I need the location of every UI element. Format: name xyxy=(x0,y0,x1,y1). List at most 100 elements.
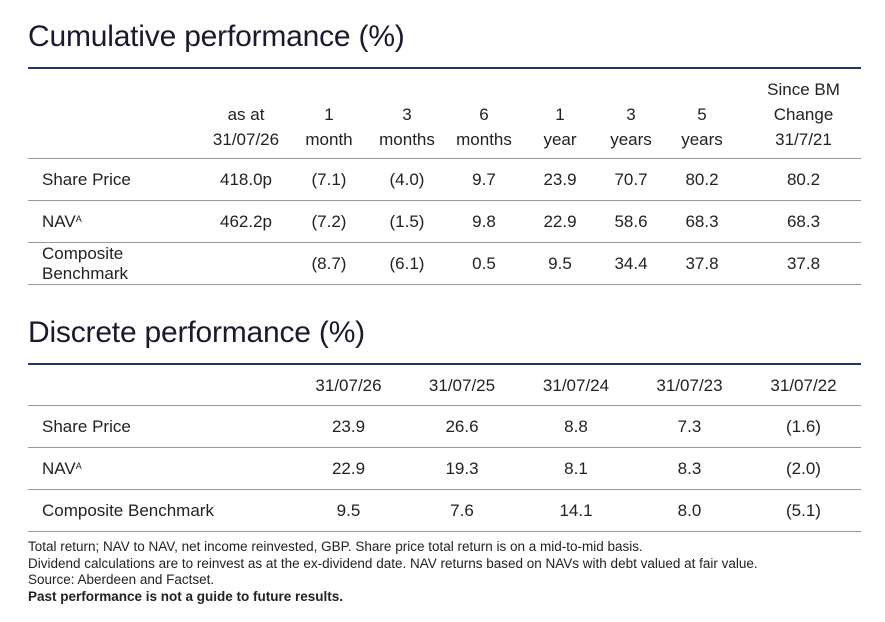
header-blank xyxy=(28,365,292,406)
table-row: Composite Benchmark 9.5 7.6 14.1 8.0 (5.1) xyxy=(28,489,861,532)
table-cell: 9.5 xyxy=(516,242,604,285)
table-cell: (7.2) xyxy=(296,200,362,243)
column-header: 31/07/24 xyxy=(542,375,610,395)
table-cell: 68.3 xyxy=(746,200,861,243)
table-cell: 80.2 xyxy=(658,158,746,201)
column-header-line: years xyxy=(681,130,723,149)
table-cell: 0.5 xyxy=(452,242,516,285)
table-row: Composite Benchmark (8.7) (6.1) 0.5 9.5 34.4 3… xyxy=(28,242,861,285)
cumulative-header-row: as at 31/07/26 1 month 3 months 6 months 1 year 3 y… xyxy=(28,73,861,159)
table-cell: 58.6 xyxy=(604,200,658,243)
footnote-disclaimer: Past performance is not a guide to futur… xyxy=(28,588,344,604)
table-cell: (4.0) xyxy=(362,158,452,201)
column-header-line: 1 xyxy=(555,105,565,124)
table-cell: (6.1) xyxy=(362,242,452,285)
header-blank xyxy=(28,73,196,159)
column-header-line: Since BM xyxy=(767,80,840,99)
table-cell: 34.4 xyxy=(604,242,658,285)
table-cell: 9.7 xyxy=(452,158,516,201)
row-label-text: Composite Benchmark xyxy=(42,500,214,520)
table-cell: 37.8 xyxy=(658,242,746,285)
column-header-line: years xyxy=(610,130,652,149)
row-label: Composite Benchmark xyxy=(28,242,196,285)
table-cell: (1.5) xyxy=(362,200,452,243)
column-header-line: as at xyxy=(227,105,265,124)
column-header-line: 1 xyxy=(324,105,334,124)
table-cell: 23.9 xyxy=(292,405,405,448)
discrete-header-row: 31/07/26 31/07/25 31/07/24 31/07/23 31/07/22 xyxy=(28,365,861,406)
table-cell: (7.1) xyxy=(296,158,362,201)
table-cell: 80.2 xyxy=(746,158,861,201)
footnote-marker: A xyxy=(75,460,82,471)
table-cell: 9.5 xyxy=(292,489,405,532)
row-label-text: NAV xyxy=(42,458,76,478)
table-cell: 26.6 xyxy=(405,405,519,448)
discrete-title: Discrete performance (%) xyxy=(28,316,365,349)
column-header-line: 31/7/21 xyxy=(775,130,832,149)
row-label-text: NAV xyxy=(42,211,76,231)
cumulative-title: Cumulative performance (%) xyxy=(28,20,405,53)
table-cell: 14.1 xyxy=(519,489,633,532)
table-cell: 68.3 xyxy=(658,200,746,243)
row-label-text: Share Price xyxy=(42,416,131,436)
footnote-marker: A xyxy=(75,213,82,224)
row-label: Share Price xyxy=(28,158,196,201)
table-row: Share Price 23.9 26.6 8.8 7.3 (1.6) xyxy=(28,405,861,448)
table-cell: 8.1 xyxy=(519,447,633,490)
column-header: 1 month xyxy=(296,73,362,159)
table-row: NAVA 22.9 19.3 8.1 8.3 (2.0) xyxy=(28,447,861,490)
table-cell: 8.8 xyxy=(519,405,633,448)
table-row: Share Price 418.0p (7.1) (4.0) 9.7 23.9 70.7 80… xyxy=(28,158,861,201)
row-label: Share Price xyxy=(28,405,292,448)
table-cell: 37.8 xyxy=(746,242,861,285)
column-header: 31/07/22 xyxy=(770,375,837,395)
table-cell: 70.7 xyxy=(604,158,658,201)
column-header: 6 months xyxy=(452,73,516,159)
column-header: 31/07/25 xyxy=(428,375,496,395)
row-label-text: Share Price xyxy=(42,169,131,189)
table-cell: 19.3 xyxy=(405,447,519,490)
footnote-source: Source: Aberdeen and Factset. xyxy=(28,572,215,587)
table-row: NAVA 462.2p (7.2) (1.5) 9.8 22.9 58.6 68.3 68.3 xyxy=(28,200,861,243)
table-cell: 8.0 xyxy=(633,489,746,532)
cumulative-table: as at 31/07/26 1 month 3 months 6 months 1 year 3 y… xyxy=(28,73,861,285)
column-header-line: months xyxy=(456,130,512,149)
column-header-line: Change xyxy=(773,105,834,124)
column-header-line: 6 xyxy=(479,105,489,124)
table-cell: 9.8 xyxy=(452,200,516,243)
table-cell: 23.9 xyxy=(516,158,604,201)
column-header-line: 3 xyxy=(402,105,412,124)
table-cell: 22.9 xyxy=(516,200,604,243)
table-cell: (8.7) xyxy=(296,242,362,285)
table-cell: 8.3 xyxy=(633,447,746,490)
cumulative-top-rule xyxy=(28,67,861,69)
row-label: NAVA xyxy=(28,200,196,243)
column-header-line: 31/07/26 xyxy=(212,130,280,149)
column-header-line: 3 xyxy=(626,105,636,124)
table-cell: (2.0) xyxy=(746,447,861,490)
column-header: Since BM Change 31/7/21 xyxy=(746,73,861,159)
table-cell: 418.0p xyxy=(196,158,296,201)
footnote-return-basis: Total return; NAV to NAV, net income rei… xyxy=(28,539,643,554)
column-header: 3 years xyxy=(604,73,658,159)
column-header: 1 year xyxy=(516,73,604,159)
table-cell xyxy=(196,242,296,285)
table-cell: (5.1) xyxy=(746,489,861,532)
footnote-dividend: Dividend calculations are to reinvest as… xyxy=(28,555,758,571)
discrete-table: 31/07/26 31/07/25 31/07/24 31/07/23 31/07/22… xyxy=(28,365,861,532)
row-label: NAVA xyxy=(28,447,292,490)
column-header-line: month xyxy=(305,130,353,149)
column-header: 3 months xyxy=(362,73,452,159)
table-cell: 7.3 xyxy=(633,405,746,448)
column-header: 5 years xyxy=(658,73,746,159)
column-header-line: 5 xyxy=(697,105,707,124)
footnotes: Total return; NAV to NAV, net income rei… xyxy=(28,539,758,605)
column-header: 31/07/23 xyxy=(656,375,723,395)
table-cell: 22.9 xyxy=(292,447,405,490)
column-header: 31/07/26 xyxy=(315,375,382,395)
column-header-line: year xyxy=(543,130,577,149)
discrete-top-rule xyxy=(28,363,861,365)
row-label-text: Composite Benchmark xyxy=(42,243,128,283)
row-label: Composite Benchmark xyxy=(28,489,292,532)
column-header-line: months xyxy=(379,130,435,149)
